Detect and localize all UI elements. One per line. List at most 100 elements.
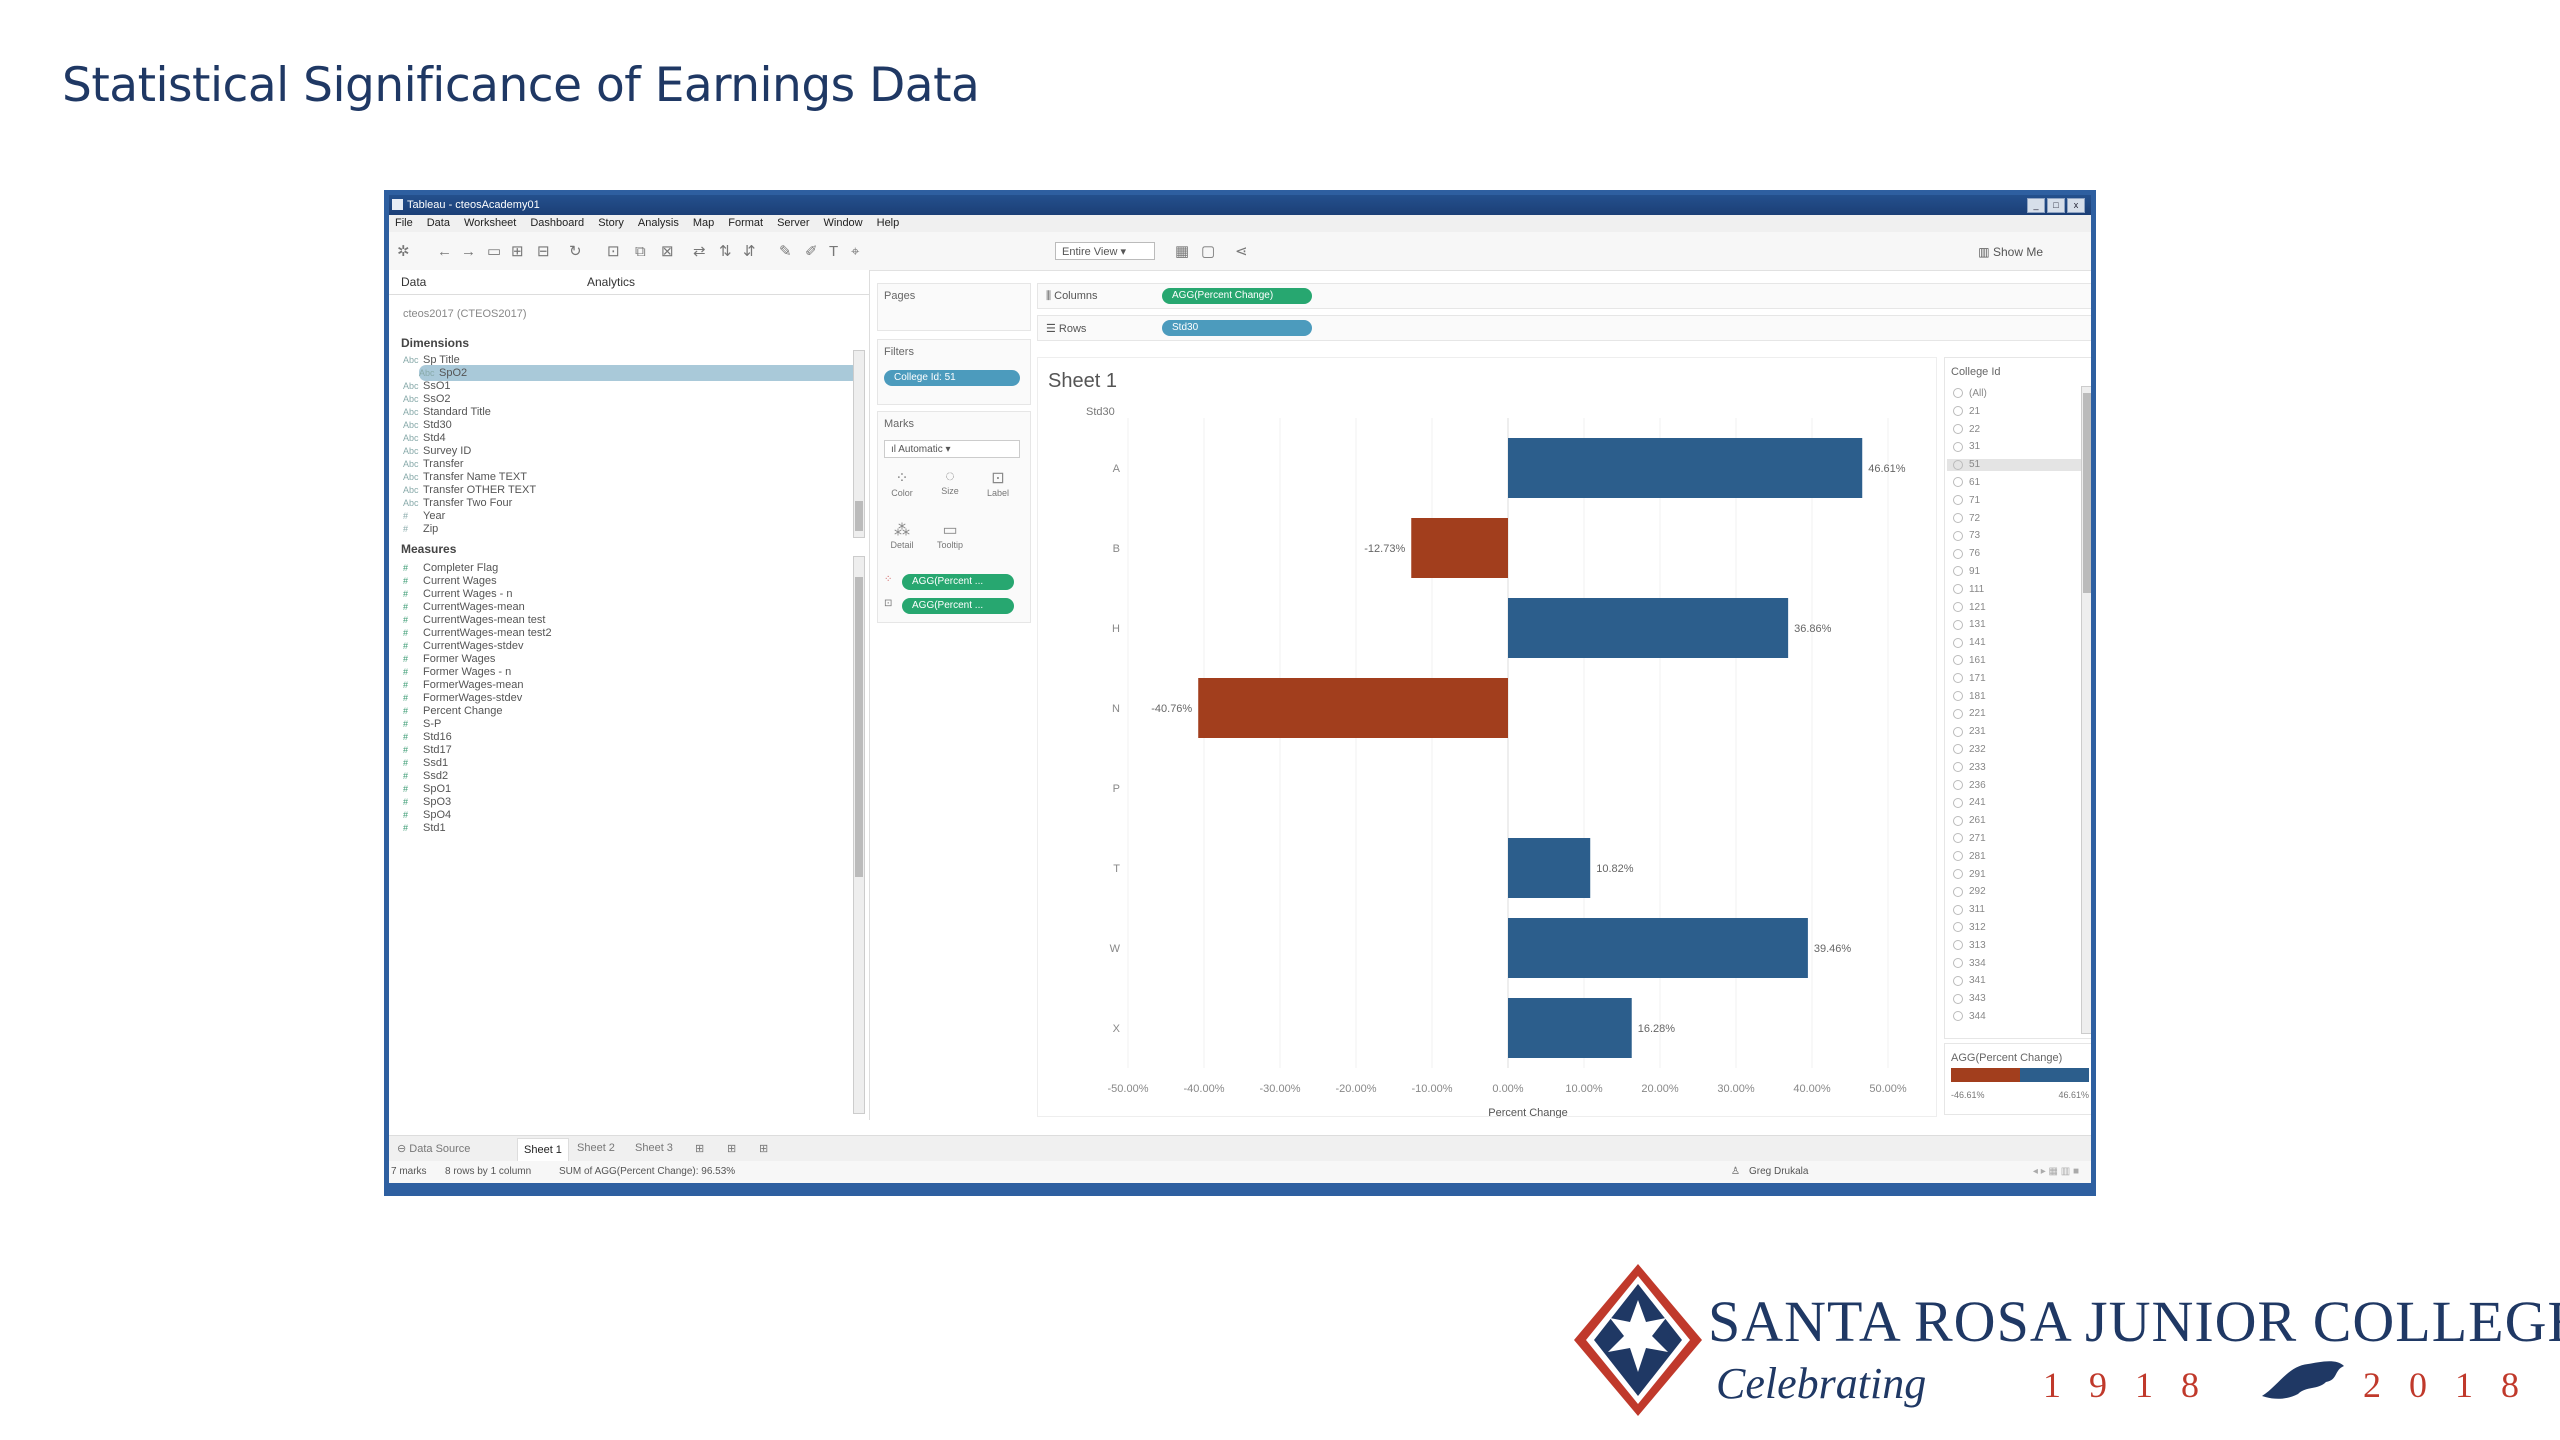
dimension-field[interactable]: Abc Std30 (403, 419, 452, 431)
filter-option[interactable]: 312 (1953, 922, 1986, 934)
measure-field[interactable]: # SpO4 (403, 809, 452, 821)
presentation-icon[interactable]: ▢ (1201, 243, 1216, 260)
measure-field[interactable]: # Std1 (403, 822, 446, 834)
measure-field[interactable]: # SpO3 (403, 796, 452, 808)
filter-option[interactable]: 232 (1953, 744, 1986, 756)
dimension-field[interactable]: Abc SsO1 (403, 380, 451, 392)
labels-icon[interactable]: T (829, 243, 839, 260)
tableau-home-icon[interactable]: ✲ (397, 243, 410, 260)
filter-option[interactable]: 233 (1953, 762, 1986, 774)
filter-option[interactable]: 21 (1953, 406, 1980, 418)
measure-field[interactable]: # Std16 (403, 731, 452, 743)
measure-field[interactable]: # Percent Change (403, 705, 503, 717)
minimize-button[interactable]: _ (2027, 198, 2045, 213)
bar-n[interactable] (1198, 678, 1508, 738)
data-source-tab[interactable]: ⊖ Data Source (397, 1143, 471, 1155)
measure-field[interactable]: # Former Wages - n (403, 666, 512, 678)
measure-field[interactable]: # FormerWages-stdev (403, 692, 523, 704)
measure-field[interactable]: # CurrentWages-mean test (403, 614, 546, 626)
pause-updates-icon[interactable]: ⊟ (537, 243, 550, 260)
filter-option[interactable]: 91 (1953, 566, 1980, 578)
group-icon[interactable]: ✐ (805, 243, 818, 260)
close-button[interactable]: x (2067, 198, 2085, 213)
filter-option[interactable]: 61 (1953, 477, 1980, 489)
measure-field[interactable]: # FormerWages-mean (403, 679, 524, 691)
filter-option[interactable]: 73 (1953, 530, 1980, 542)
mark-type-select[interactable]: ıl Automatic ▾ (884, 440, 1020, 458)
measure-field[interactable]: # CurrentWages-mean test2 (403, 627, 552, 639)
redo-icon[interactable]: → (461, 243, 476, 260)
filter-option[interactable]: 241 (1953, 797, 1986, 809)
menu-map[interactable]: Map (692, 217, 715, 229)
detail-button[interactable]: ⁂ Detail (882, 520, 922, 550)
sort-desc-icon[interactable]: ⇵ (743, 243, 756, 260)
bar-x[interactable] (1508, 998, 1632, 1058)
filter-option[interactable]: 72 (1953, 513, 1980, 525)
share-icon[interactable]: ⋖ (1235, 243, 1248, 260)
menu-worksheet[interactable]: Worksheet (463, 217, 517, 229)
filter-option[interactable]: 51 (1947, 459, 2081, 472)
new-dashboard-tab-icon[interactable]: ⊞ (727, 1143, 737, 1155)
swap-icon[interactable]: ⇄ (693, 243, 706, 260)
marks-pill-label[interactable]: AGG(Percent ... (902, 598, 1014, 614)
dimension-field[interactable]: Abc Transfer Two Four (403, 497, 513, 509)
measure-field[interactable]: # Former Wages (403, 653, 496, 665)
filter-option[interactable]: 171 (1953, 673, 1986, 685)
filter-option[interactable]: 141 (1953, 637, 1986, 649)
measure-field[interactable]: # CurrentWages-mean (403, 601, 525, 613)
tab-sheet-2[interactable]: Sheet 2 (577, 1142, 615, 1154)
menu-help[interactable]: Help (876, 217, 900, 229)
dimensions-scrollbar[interactable] (853, 350, 865, 538)
filter-option[interactable]: 71 (1953, 495, 1980, 507)
dimension-field[interactable]: Abc Transfer OTHER TEXT (403, 484, 537, 496)
tab-sheet-1[interactable]: Sheet 1 (517, 1138, 569, 1161)
filter-option[interactable]: 231 (1953, 726, 1986, 738)
pages-card[interactable]: Pages (877, 283, 1031, 331)
dimension-field[interactable]: Abc Transfer Name TEXT (403, 471, 527, 483)
maximize-button[interactable]: □ (2047, 198, 2065, 213)
fix-axes-icon[interactable]: ⌖ (851, 243, 860, 260)
rows-pill[interactable]: Std30 (1162, 320, 1312, 336)
menu-analysis[interactable]: Analysis (637, 217, 679, 229)
filter-option[interactable]: 271 (1953, 833, 1986, 845)
filter-option[interactable]: 292 (1953, 886, 1986, 898)
color-button[interactable]: ⁘ Color (882, 468, 922, 498)
measure-field[interactable]: # Current Wages - n (403, 588, 513, 600)
bar-b[interactable] (1411, 518, 1508, 578)
bar-chart[interactable]: -50.00% -40.00% -30.00% -20.00% -10.00% 0.00%… (1038, 358, 1938, 1118)
filter-option[interactable]: (All) (1953, 388, 1987, 400)
measure-field[interactable]: # S-P (403, 718, 442, 730)
dimension-field[interactable]: Abc Std4 (403, 432, 446, 444)
size-button[interactable]: ◌ Size (930, 468, 970, 496)
columns-pill[interactable]: AGG(Percent Change) (1162, 288, 1312, 304)
filter-option[interactable]: 341 (1953, 975, 1986, 987)
measure-field[interactable]: # Completer Flag (403, 562, 499, 574)
filter-option[interactable]: 121 (1953, 602, 1986, 614)
dimension-field[interactable]: # Zip (403, 523, 439, 535)
measure-field[interactable]: # Current Wages (403, 575, 497, 587)
filter-option[interactable]: 31 (1953, 441, 1980, 453)
undo-icon[interactable]: ← (437, 243, 452, 260)
filter-option[interactable]: 313 (1953, 940, 1986, 952)
menu-server[interactable]: Server (777, 217, 810, 229)
show-cards-icon[interactable]: ▦ (1175, 243, 1190, 260)
dimension-field[interactable]: Abc Survey ID (403, 445, 472, 457)
filter-card-scrollbar[interactable] (2081, 386, 2091, 1034)
new-sheet-icon[interactable]: ⊡ (607, 243, 620, 260)
dimension-field[interactable]: Abc Standard Title (403, 406, 491, 418)
filter-option[interactable]: 131 (1953, 619, 1986, 631)
columns-shelf[interactable]: ⫼ Columns AGG(Percent Change) (1037, 283, 2091, 309)
refresh-icon[interactable]: ↻ (569, 243, 582, 260)
dimension-field[interactable]: # Year (403, 510, 446, 522)
bar-h[interactable] (1508, 598, 1789, 658)
measure-field[interactable]: # Ssd1 (403, 757, 449, 769)
bar-a[interactable] (1508, 438, 1863, 498)
tooltip-button[interactable]: ▭ Tooltip (930, 520, 970, 550)
dimension-field[interactable]: Abc SsO2 (403, 393, 451, 405)
filter-option[interactable]: 281 (1953, 851, 1986, 863)
label-button[interactable]: ⊡ Label (978, 468, 1018, 498)
data-source-name[interactable]: cteos2017 (CTEOS2017) (403, 308, 527, 320)
filter-option[interactable]: 334 (1953, 958, 1986, 970)
rows-shelf[interactable]: ☰ Rows Std30 (1037, 315, 2091, 341)
dimension-field[interactable]: Abc SpO2 (419, 365, 859, 381)
